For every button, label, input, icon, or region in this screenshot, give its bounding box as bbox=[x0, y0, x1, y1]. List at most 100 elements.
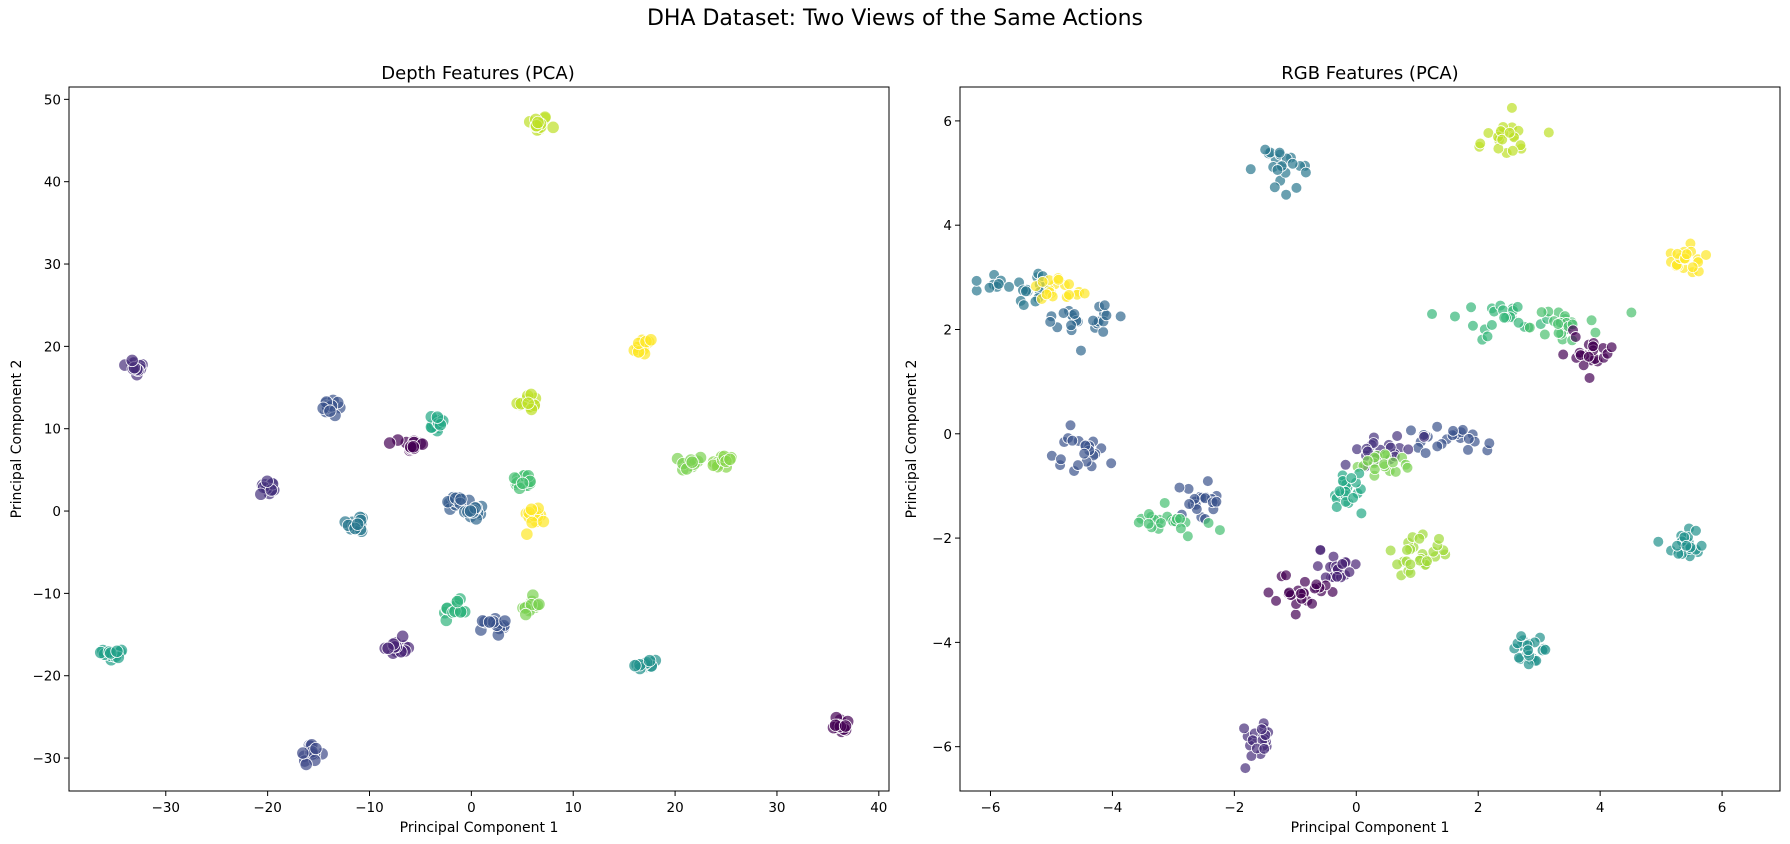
scatter-point bbox=[1258, 743, 1271, 755]
rgb-plot-frame bbox=[959, 86, 1781, 792]
scatter-point bbox=[1496, 133, 1508, 146]
scatter-point bbox=[536, 514, 551, 529]
scatter-point bbox=[1483, 437, 1496, 450]
scatter-point bbox=[1569, 331, 1582, 343]
x-tick-label: 20 bbox=[666, 800, 683, 816]
scatter-point bbox=[1259, 143, 1271, 156]
scatter-point bbox=[532, 597, 546, 611]
y-tick-label: −10 bbox=[33, 586, 62, 602]
scatter-point bbox=[1405, 424, 1417, 437]
x-tick-label: 0 bbox=[467, 800, 476, 816]
depth-points bbox=[94, 110, 855, 772]
scatter-point bbox=[1587, 340, 1599, 353]
scatter-point bbox=[1680, 539, 1693, 552]
scatter-point bbox=[1310, 578, 1323, 591]
scatter-point bbox=[1065, 319, 1077, 332]
scatter-point bbox=[1182, 530, 1194, 543]
scatter-point bbox=[1539, 643, 1552, 656]
scatter-point bbox=[1078, 447, 1090, 460]
rgb-panel: RGB Features (PCA) −6 −4 −2 0 2 4 6 −6 −4 −2 0 2 4 6… bbox=[904, 63, 1781, 836]
scatter-point bbox=[1585, 314, 1598, 327]
scatter-point bbox=[1421, 555, 1433, 567]
scatter-point bbox=[1143, 508, 1155, 520]
scatter-point bbox=[1512, 316, 1525, 329]
x-tick-label: 10 bbox=[565, 800, 582, 816]
y-tick-label: −6 bbox=[932, 740, 952, 756]
scatter-point bbox=[1384, 544, 1397, 557]
rgb-y-ticks: −6 −4 −2 0 2 4 6 bbox=[932, 114, 960, 756]
scatter-point bbox=[1379, 448, 1391, 461]
scatter-point bbox=[1552, 318, 1564, 330]
scatter-point bbox=[1402, 443, 1415, 456]
scatter-point bbox=[406, 440, 420, 454]
scatter-point bbox=[1052, 273, 1065, 286]
scatter-point bbox=[1486, 319, 1498, 331]
scatter-point bbox=[1605, 341, 1618, 354]
scatter-point bbox=[1535, 306, 1548, 318]
scatter-point bbox=[1100, 309, 1113, 322]
scatter-point bbox=[1401, 461, 1414, 474]
scatter-point bbox=[1369, 463, 1381, 475]
rgb-panel-title: RGB Features (PCA) bbox=[1281, 63, 1458, 84]
scatter-point bbox=[1314, 544, 1327, 556]
scatter-point bbox=[1271, 164, 1284, 176]
x-tick-label: −10 bbox=[355, 800, 384, 816]
scatter-point bbox=[1055, 453, 1067, 466]
scatter-point bbox=[838, 719, 853, 733]
scatter-point bbox=[1431, 420, 1443, 433]
scatter-point bbox=[1498, 311, 1510, 324]
y-tick-label: −2 bbox=[932, 531, 952, 547]
scatter-point bbox=[1040, 288, 1053, 301]
y-tick-label: 6 bbox=[943, 114, 952, 130]
scatter-point bbox=[520, 527, 534, 541]
scatter-point bbox=[1523, 321, 1536, 334]
x-tick-label: 4 bbox=[1596, 800, 1605, 816]
scatter-point bbox=[1158, 497, 1171, 509]
scatter-point bbox=[125, 353, 139, 368]
scatter-point bbox=[309, 741, 323, 756]
scatter-point bbox=[1515, 630, 1527, 642]
x-tick-label: −30 bbox=[152, 800, 181, 816]
scatter-point bbox=[1514, 139, 1527, 151]
scatter-point bbox=[450, 595, 464, 609]
scatter-point bbox=[1286, 157, 1299, 170]
scatter-point bbox=[1343, 566, 1356, 578]
depth-plot-frame bbox=[68, 86, 890, 792]
scatter-point bbox=[1262, 586, 1275, 599]
scatter-point bbox=[1447, 425, 1459, 437]
scatter-point bbox=[992, 278, 1005, 290]
scatter-point bbox=[1202, 475, 1214, 487]
y-tick-label: 4 bbox=[943, 218, 952, 234]
scatter-point bbox=[1413, 532, 1426, 545]
scatter-point bbox=[723, 452, 737, 466]
x-tick-label: 0 bbox=[1352, 800, 1361, 816]
scatter-point bbox=[1283, 586, 1295, 599]
depth-x-axis-label: Principal Component 1 bbox=[400, 820, 559, 836]
scatter-point bbox=[463, 504, 478, 518]
scatter-point bbox=[1652, 535, 1665, 548]
y-tick-label: 20 bbox=[44, 339, 61, 355]
scatter-point bbox=[1306, 597, 1318, 610]
scatter-point bbox=[1462, 444, 1474, 456]
scatter-point bbox=[1557, 348, 1569, 361]
scatter-point bbox=[1474, 137, 1487, 150]
scatter-point bbox=[1068, 308, 1081, 320]
y-tick-label: 10 bbox=[44, 422, 61, 438]
scatter-point bbox=[519, 607, 533, 622]
scatter-point bbox=[110, 644, 124, 658]
scatter-point bbox=[1336, 558, 1349, 570]
x-tick-label: −20 bbox=[253, 800, 282, 816]
scatter-point bbox=[1506, 102, 1518, 114]
scatter-point bbox=[1539, 328, 1551, 341]
depth-y-ticks: −30 −20 −10 0 10 20 30 40 50 bbox=[33, 92, 69, 767]
scatter-point bbox=[970, 284, 983, 297]
scatter-point bbox=[628, 659, 642, 673]
y-tick-label: 0 bbox=[943, 427, 952, 443]
x-tick-label: 40 bbox=[870, 800, 887, 816]
x-tick-label: 30 bbox=[768, 800, 785, 816]
scatter-point bbox=[1465, 301, 1477, 314]
scatter-point bbox=[323, 404, 337, 418]
x-tick-label: −6 bbox=[981, 800, 1001, 816]
scatter-point bbox=[1506, 145, 1519, 157]
scatter-point bbox=[1339, 458, 1352, 471]
